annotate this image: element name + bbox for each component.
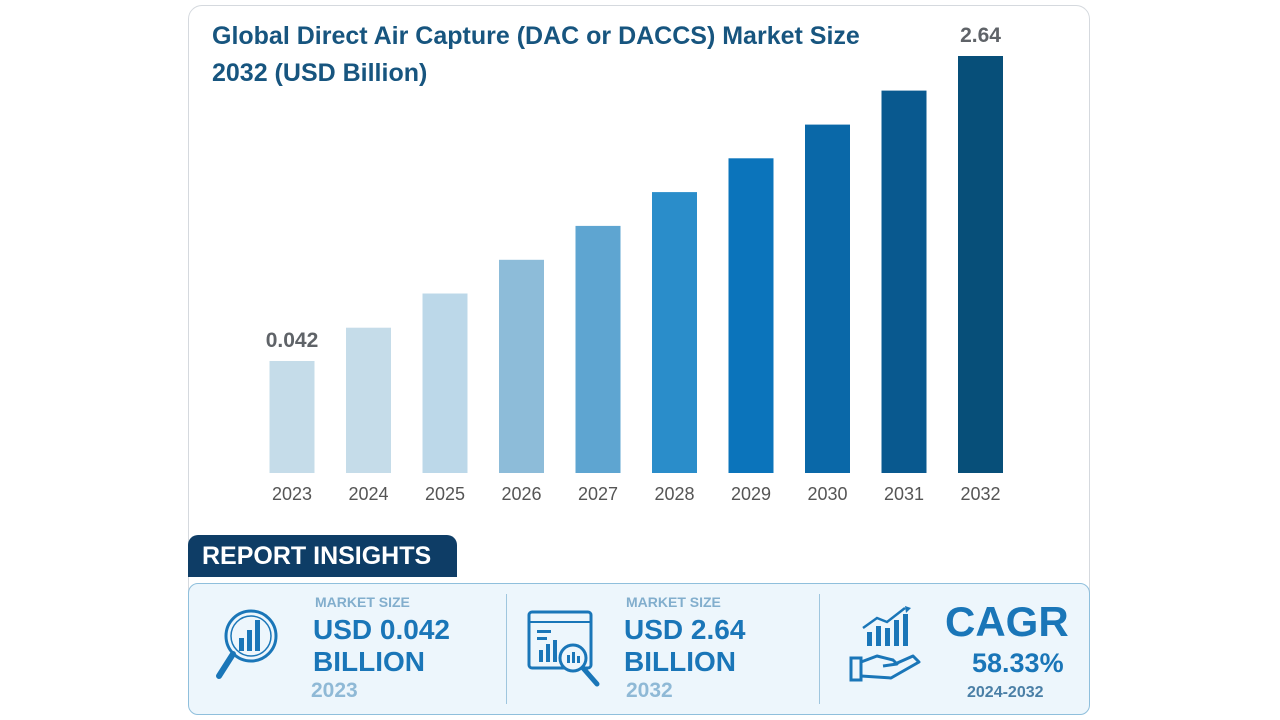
bar-value-label: 2.64 xyxy=(960,24,1001,47)
market-size-2023-value: USD 0.042 xyxy=(313,614,450,645)
x-tick-label: 2025 xyxy=(425,484,465,504)
cagr-value: 58.33% xyxy=(972,648,1064,678)
bar-2023 xyxy=(269,361,315,473)
divider xyxy=(506,594,507,704)
x-tick-label: 2028 xyxy=(654,484,694,504)
market-size-2023-unit: BILLION xyxy=(313,646,425,677)
bar-2029 xyxy=(728,158,774,474)
x-tick-label: 2026 xyxy=(501,484,541,504)
market-size-2032-unit: BILLION xyxy=(624,646,736,677)
market-size-2032-year: 2032 xyxy=(626,679,673,702)
bar-2026 xyxy=(499,259,544,473)
market-size-2023-year: 2023 xyxy=(311,679,358,702)
divider xyxy=(819,594,820,704)
bar-2030 xyxy=(805,124,850,473)
market-size-2032-value: USD 2.64 xyxy=(624,614,746,645)
x-tick-label: 2023 xyxy=(272,484,312,504)
bar-2032 xyxy=(958,56,1003,473)
cagr-label: CAGR xyxy=(945,598,1069,645)
bar-2024 xyxy=(346,327,391,473)
bar-2027 xyxy=(575,225,621,473)
x-tick-label: 2027 xyxy=(578,484,618,504)
insights-panel: MARKET SIZE USD 0.042 BILLION 2023 MARKE… xyxy=(188,583,1090,715)
x-tick-label: 2032 xyxy=(960,484,1000,504)
bar-2028 xyxy=(652,192,697,473)
cagr-period: 2024-2032 xyxy=(967,684,1044,701)
x-tick-label: 2024 xyxy=(348,484,388,504)
magnifier-chart-icon xyxy=(216,609,278,679)
bar-2031 xyxy=(881,90,927,473)
x-tick-label: 2030 xyxy=(807,484,847,504)
bar-2025 xyxy=(422,293,468,473)
market-size-2023-label: MARKET SIZE xyxy=(315,594,410,610)
x-tick-label: 2029 xyxy=(731,484,771,504)
x-tick-label: 2031 xyxy=(884,484,924,504)
market-size-2032-label: MARKET SIZE xyxy=(626,594,721,610)
report-insights-heading: REPORT INSIGHTS xyxy=(188,535,457,577)
hand-growth-chart-icon xyxy=(849,606,921,682)
chart-title: Global Direct Air Capture (DAC or DACCS)… xyxy=(212,22,860,87)
bar-value-label: 0.042 xyxy=(266,329,319,352)
analytics-screen-icon xyxy=(527,610,600,687)
